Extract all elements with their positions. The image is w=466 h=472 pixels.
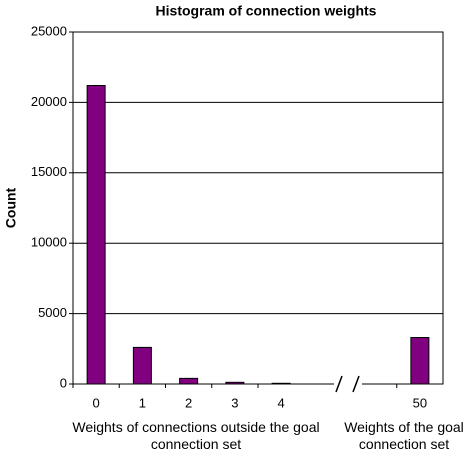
bar xyxy=(86,85,106,385)
bar xyxy=(271,382,291,385)
y-tick-label: 15000 xyxy=(31,164,67,179)
break-mark xyxy=(352,375,360,393)
y-tick-label: 0 xyxy=(60,375,67,390)
y-tick-label: 5000 xyxy=(38,305,67,320)
axis-break xyxy=(334,375,362,393)
chart-title: Histogram of connection weights xyxy=(156,3,377,19)
bar xyxy=(410,337,430,385)
y-tick-label: 20000 xyxy=(31,94,67,109)
y-axis-title: Count xyxy=(3,187,19,228)
bar xyxy=(225,381,245,385)
x-tick-label: 0 xyxy=(93,395,100,410)
x-axis-title-2: Weights of the goal connection set xyxy=(344,419,464,452)
x-tick-label: 2 xyxy=(185,395,192,410)
x-tick-label: 4 xyxy=(278,395,285,410)
y-tick-label: 10000 xyxy=(31,235,67,250)
bar xyxy=(132,346,152,385)
y-tick-label: 25000 xyxy=(31,23,67,38)
x-axis-title: Weights of connections outside the goal … xyxy=(72,419,320,452)
break-mark xyxy=(335,375,343,393)
x-tick-label: 1 xyxy=(139,395,146,410)
bar xyxy=(179,377,199,385)
x-tick-label: 3 xyxy=(231,395,238,410)
x-tick-label: 50 xyxy=(413,395,427,410)
plot-frame xyxy=(72,31,444,385)
